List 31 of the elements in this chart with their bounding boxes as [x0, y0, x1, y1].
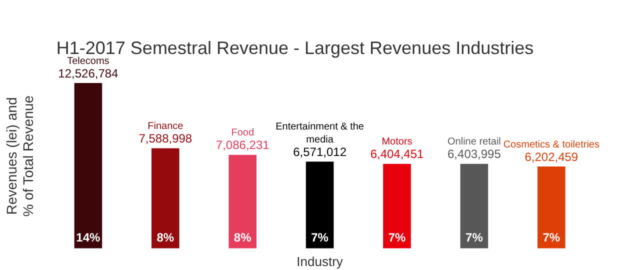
- x-tick-label: Telecoms: [67, 56, 110, 67]
- bar: [228, 154, 256, 248]
- x-tick-label: Online retail: [448, 136, 501, 148]
- bar: [383, 164, 411, 248]
- data-label: 6,404,451: [370, 147, 424, 162]
- annotation: 14%: [76, 230, 101, 245]
- bar: [538, 166, 566, 248]
- x-tick-label: Food: [231, 128, 254, 139]
- annotation: 7%: [542, 230, 560, 245]
- y-axis-title: Revenues (lei) and % of Total Revenue: [3, 95, 36, 217]
- x-tick-label: Entertainment & the media: [276, 121, 364, 146]
- data-label: 6,403,995: [448, 147, 502, 162]
- data-label: 6,202,459: [524, 150, 578, 164]
- chart-title: H1-2017 Semestral Revenue - Largest Revenues Industries: [56, 38, 534, 58]
- x-tick-label: Motors: [382, 136, 412, 148]
- data-label: 12,526,784: [58, 66, 119, 80]
- data-label: 7,588,998: [138, 132, 192, 146]
- annotation: 8%: [234, 230, 252, 245]
- annotation: 7%: [388, 230, 406, 245]
- annotation: 8%: [156, 230, 174, 245]
- data-label: 7,086,231: [216, 138, 270, 152]
- bar: [306, 162, 334, 248]
- annotation: 7%: [311, 230, 329, 245]
- annotation: 7%: [466, 230, 484, 245]
- bar: [152, 148, 180, 248]
- x-axis-title: Industry: [296, 254, 344, 269]
- bar: [74, 83, 102, 248]
- x-tick-label: Finance: [148, 120, 184, 132]
- x-tick-label: Cosmetics & toiletries: [503, 139, 600, 150]
- bar: [460, 164, 488, 248]
- data-label: 6,571,012: [293, 144, 347, 159]
